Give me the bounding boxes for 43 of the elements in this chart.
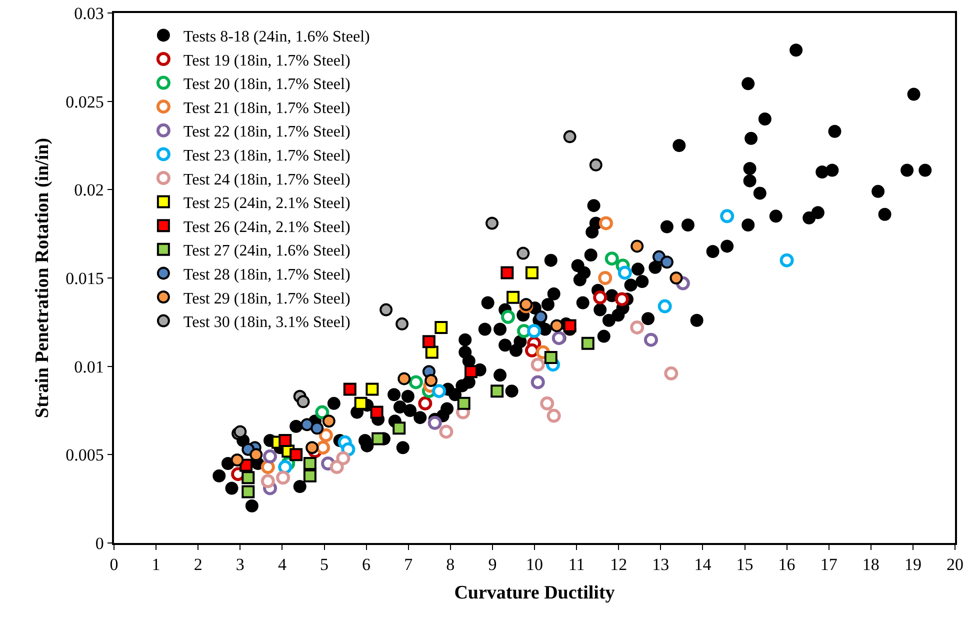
x-tick-label: 14 — [694, 555, 712, 574]
x-tick-label: 6 — [362, 555, 371, 574]
legend-label: Test 27 (24in, 1.6% Steel) — [183, 242, 350, 260]
y-tick-label: 0.02 — [74, 180, 104, 200]
x-tick-label: 2 — [194, 555, 202, 574]
legend-label: Test 23 (18in, 1.7% Steel) — [183, 147, 350, 164]
legend-label: Test 22 (18in, 1.7% Steel) — [183, 124, 350, 141]
x-tick-label: 0 — [110, 555, 118, 574]
legend-label: Test 24 (18in, 1.7% Steel) — [183, 171, 350, 188]
legend-label: Test 25 (24in, 2.1% Steel) — [183, 195, 350, 212]
x-tick-label: 20 — [946, 555, 964, 574]
y-tick-label: 0.005 — [66, 446, 104, 465]
x-tick-label: 8 — [446, 555, 455, 574]
x-tick-label: 16 — [778, 555, 796, 574]
legend-label: Test 20 (18in, 1.7% Steel) — [183, 76, 350, 94]
x-tick-label: 10 — [526, 555, 543, 574]
x-tick-label: 4 — [278, 555, 287, 574]
y-tick-label: 0.025 — [66, 92, 104, 112]
legend-label: Test 30 (18in, 3.1% Steel) — [183, 314, 350, 332]
x-tick-label: 15 — [736, 555, 754, 574]
x-tick-label: 5 — [320, 555, 328, 574]
x-tick-label: 17 — [820, 555, 838, 574]
x-tick-label: 19 — [904, 555, 922, 574]
y-tick-label: 0.015 — [66, 268, 104, 288]
x-tick-label: 3 — [236, 555, 244, 574]
y-axis-title: Strain Penetration Rotation (in/in) — [32, 138, 53, 418]
x-tick-label: 13 — [652, 555, 670, 574]
legend-label: Test 26 (24in, 2.1% Steel) — [183, 218, 350, 236]
legend-label: Tests 8-18 (24in, 1.6% Steel) — [183, 28, 370, 46]
legend-label: Test 28 (18in, 1.7% Steel) — [183, 266, 350, 284]
x-tick-label: 11 — [568, 555, 585, 574]
x-tick-label: 7 — [404, 555, 414, 574]
legend-label: Test 19 (18in, 1.7% Steel) — [183, 52, 350, 70]
x-tick-label: 12 — [610, 555, 628, 574]
x-tick-label: 18 — [862, 555, 880, 574]
x-tick-label: 1 — [152, 555, 160, 574]
x-axis-title: Curvature Ductility — [454, 582, 616, 604]
y-tick-label: 0 — [95, 534, 104, 553]
y-tick-label: 0.01 — [74, 357, 104, 376]
legend-label: Test 21 (18in, 1.7% Steel) — [183, 100, 350, 117]
y-tick-label: 0.03 — [74, 4, 104, 23]
x-tick-label: 9 — [488, 555, 497, 574]
legend-label: Test 29 (18in, 1.7% Steel) — [183, 290, 350, 308]
